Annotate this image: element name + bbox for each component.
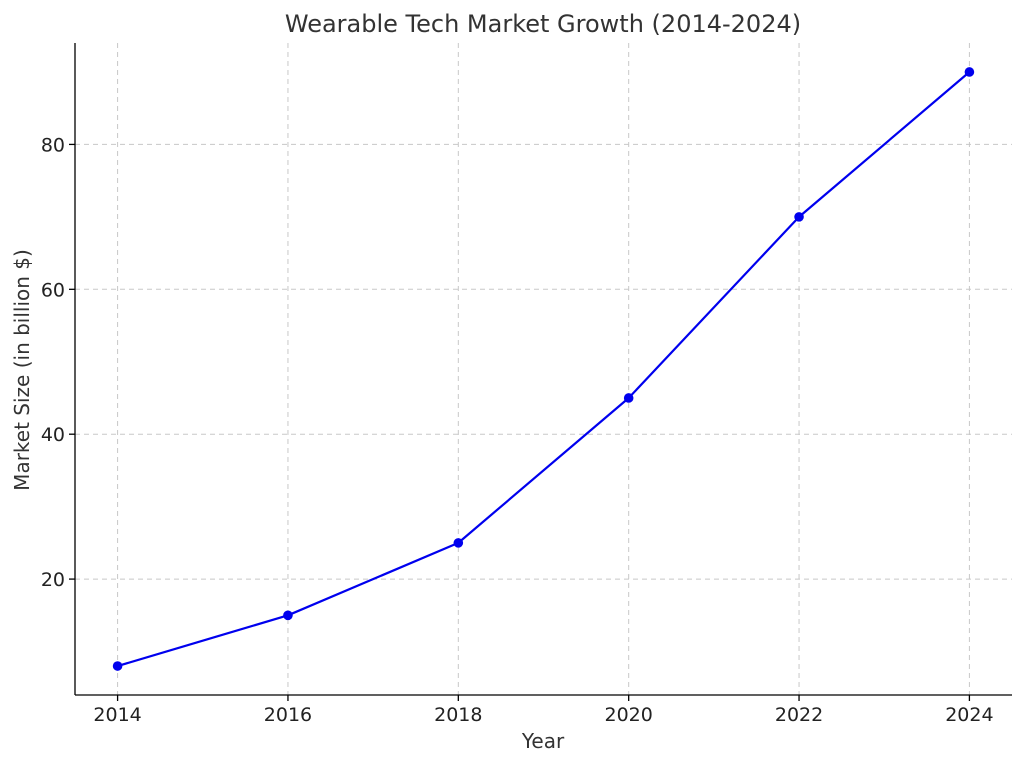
axes: 2014 2016 2018 2020 2022 2024 20 40 60 80 xyxy=(41,43,1012,726)
data-point xyxy=(283,610,293,621)
data-point xyxy=(453,538,464,548)
grid-lines xyxy=(75,43,1012,695)
y-tick-label: 80 xyxy=(41,134,65,156)
y-axis-label: Market Size (in billion $) xyxy=(10,249,34,491)
data-point xyxy=(112,661,123,671)
data-point xyxy=(964,67,975,77)
x-tick-label: 2024 xyxy=(945,704,993,726)
x-tick-label: 2018 xyxy=(434,704,482,726)
y-tick-label: 60 xyxy=(41,279,65,301)
data-point xyxy=(794,212,804,222)
x-tick-label: 2020 xyxy=(605,704,653,726)
y-tick-label: 40 xyxy=(41,424,65,446)
data-point xyxy=(623,393,634,403)
x-tick-label: 2014 xyxy=(93,704,141,726)
x-axis-label: Year xyxy=(521,729,565,753)
chart-title: Wearable Tech Market Growth (2014-2024) xyxy=(285,10,801,38)
series-layer xyxy=(112,67,975,671)
x-tick-label: 2016 xyxy=(264,704,312,726)
x-tick-label: 2022 xyxy=(775,704,823,726)
series-line xyxy=(117,71,971,668)
y-tick-label: 20 xyxy=(41,569,65,591)
